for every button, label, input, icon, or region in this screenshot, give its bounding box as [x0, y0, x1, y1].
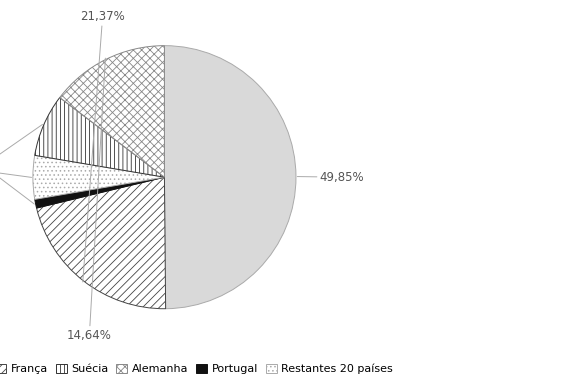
- Wedge shape: [35, 177, 164, 208]
- Text: 21,37%: 21,37%: [80, 10, 125, 282]
- Wedge shape: [35, 98, 164, 177]
- Wedge shape: [60, 46, 164, 177]
- Wedge shape: [33, 155, 164, 199]
- Legend: Reino Unido, França, Suécia, Alemanha, Portugal, Restantes 20 países: Reino Unido, França, Suécia, Alemanha, P…: [0, 359, 397, 377]
- Wedge shape: [36, 177, 166, 309]
- Text: 7,70%: 7,70%: [0, 124, 43, 207]
- Text: 1,08%: 1,08%: [0, 121, 35, 204]
- Text: 14,64%: 14,64%: [67, 58, 112, 342]
- Text: 5,35%: 5,35%: [0, 158, 32, 178]
- Text: 49,85%: 49,85%: [297, 171, 364, 184]
- Wedge shape: [164, 46, 296, 309]
